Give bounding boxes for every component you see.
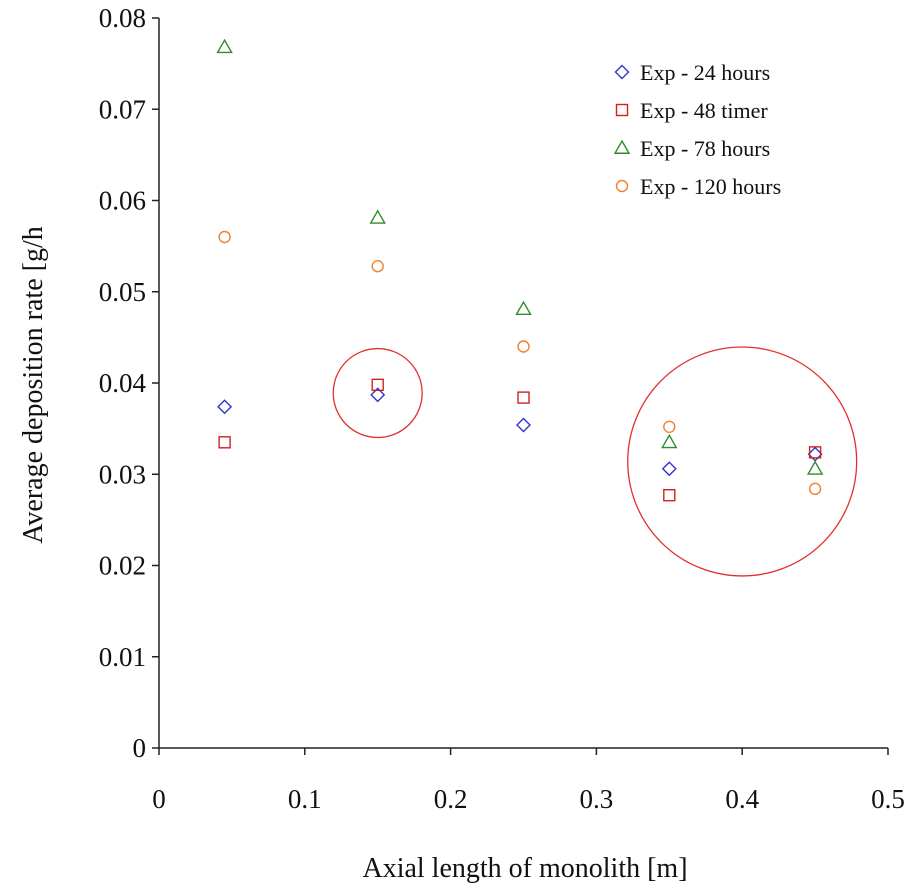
data-point-triangle [216, 38, 233, 54]
x-tick-label: 0.5 [871, 784, 905, 814]
data-point-diamond [516, 417, 531, 433]
y-tick-label: 0.03 [99, 459, 146, 489]
data-point-circle [218, 230, 231, 244]
data-point-square [517, 391, 530, 404]
legend-label: Exp - 24 hours [640, 60, 770, 85]
legend-label: Exp - 120 hours [640, 174, 781, 199]
series-2 [216, 38, 824, 475]
x-axis-title: Axial length of monolith [m] [362, 853, 687, 884]
data-point-triangle [661, 433, 678, 449]
data-point-circle [517, 340, 530, 353]
legend-label: Exp - 48 timer [640, 98, 768, 123]
data-point-circle [663, 420, 676, 433]
data-point-square [808, 446, 822, 459]
series-0 [217, 387, 823, 477]
data-points [216, 38, 824, 502]
series-1 [218, 378, 822, 502]
legend-marker-circle [615, 179, 629, 193]
y-tick-label: 0.04 [99, 368, 147, 398]
legend: Exp - 24 hours Exp - 48 timer Exp - 78 hou… [613, 60, 781, 199]
series-3 [218, 230, 822, 496]
data-point-triangle [515, 300, 532, 316]
x-tick-label: 0.3 [580, 784, 614, 814]
highlight-circle [332, 347, 423, 439]
data-point-diamond [661, 461, 677, 477]
legend-label: Exp - 78 hours [640, 136, 770, 161]
data-point-square [218, 436, 231, 449]
data-point-diamond [217, 399, 233, 415]
data-point-circle [808, 482, 822, 496]
x-tick-label: 0.4 [725, 784, 759, 814]
y-tick-label: 0.08 [99, 3, 146, 33]
y-tick-label: 0 [133, 733, 147, 763]
data-point-triangle [369, 209, 386, 224]
y-tick-label: 0.01 [99, 642, 146, 672]
highlight-circle [627, 346, 858, 577]
legend-marker-diamond [614, 64, 630, 80]
annotation-circles [332, 346, 858, 577]
y-tick-label: 0.06 [99, 186, 146, 216]
y-tick-label: 0.07 [99, 94, 146, 124]
data-point-square [371, 378, 384, 392]
legend-marker-square [615, 103, 629, 117]
data-point-diamond [807, 446, 823, 462]
axes: 0 0.01 0.02 0.03 0.04 0.05 0.06 0.07 0.08 0 0.1 0.2… [99, 3, 905, 814]
x-tick-label: 0.2 [434, 784, 468, 814]
data-point-triangle [806, 460, 824, 475]
x-tick-label: 0.1 [288, 784, 322, 814]
x-tick-label: 0 [152, 784, 166, 814]
data-point-circle [371, 260, 384, 273]
data-point-diamond [370, 387, 386, 403]
y-tick-label: 0.02 [99, 551, 146, 581]
data-point-square [663, 489, 676, 502]
legend-marker-triangle [613, 139, 631, 154]
y-tick-label: 0.05 [99, 277, 146, 307]
y-axis-title: Average deposition rate [g/h [18, 226, 49, 543]
